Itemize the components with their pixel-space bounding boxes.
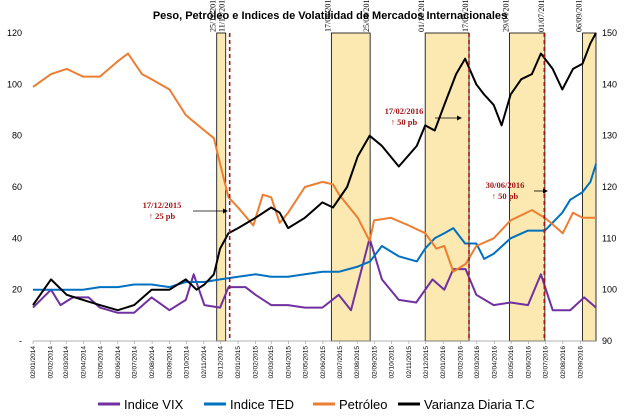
x-tick-label: 02/05/2015	[303, 346, 310, 379]
series-line-petr-leo	[32, 52, 596, 273]
x-tick-label: 02/10/2015	[388, 346, 395, 379]
y-right-tick-label: 90	[602, 336, 612, 346]
x-tick-label: 02/03/2015	[268, 346, 275, 379]
x-tick-label: 02/07/2016	[542, 346, 549, 379]
annotation-arrow-head	[223, 208, 228, 214]
x-tick-label: 02/11/2015	[406, 346, 413, 378]
y-left-tick-label: 60	[12, 182, 22, 192]
x-tick-label: 02/09/2016	[577, 346, 584, 379]
x-tick-label: 02/02/2015	[253, 346, 260, 379]
x-tick-label: 02/04/2015	[286, 346, 293, 379]
y-right-tick-label: 140	[602, 79, 617, 89]
legend-label: Indice VIX	[124, 397, 184, 412]
series-line-indice-vix	[32, 237, 597, 314]
x-tick-label: 02/05/2014	[97, 346, 104, 379]
period-date-label: 11/12/2014	[218, 0, 227, 32]
x-tick-label: 02/10/2014	[183, 346, 190, 379]
x-tick-label: 02/06/2016	[526, 346, 533, 379]
y-left-tick-label: 80	[12, 131, 22, 141]
legend-label: Petróleo	[339, 397, 387, 412]
annotation-change: ↑ 50 pb	[391, 117, 418, 127]
x-tick-label: 02/04/2016	[491, 346, 498, 379]
y-left-tick-label: 40	[12, 233, 22, 243]
shaded-period-2	[330, 32, 371, 342]
annotation-date: 17/02/2016	[385, 106, 424, 116]
legend-label: Varianza Diaria T.C	[424, 397, 535, 412]
y-left-tick-label: 100	[7, 79, 22, 89]
y-right-tick-label: 110	[602, 233, 616, 243]
series-line-varianza-diaria-t-c	[32, 32, 597, 312]
annotation-arrow-head	[543, 188, 548, 194]
annotation-change: ↑ 50 pb	[492, 191, 519, 201]
period-date-label: 01/07/2016	[537, 0, 546, 32]
x-tick-label: 02/01/2015	[235, 346, 242, 379]
y-right-tick-label: 150	[602, 28, 617, 38]
series-lines	[32, 32, 597, 314]
y-left-tick-label: 120	[7, 28, 22, 38]
annotation-change: ↑ 25 pb	[149, 211, 176, 221]
y-left-tick-label: -	[19, 336, 22, 346]
chart-title: Peso, Petróleo e Indices de Volatilidad …	[153, 10, 507, 22]
period-date-label: 25/08/2015	[362, 0, 371, 32]
x-tick-label: 02/11/2014	[201, 346, 208, 378]
axes: - 20 40 60 80 100 120 90 100 110 120 130 140 150 02/01…	[7, 28, 617, 379]
x-tick-label: 02/01/2014	[30, 346, 37, 379]
x-tick-label: 02/07/2015	[337, 346, 344, 379]
x-tick-label: 02/08/2014	[149, 346, 156, 379]
x-tick-label: 02/08/2015	[354, 346, 361, 379]
annotation-date: 17/12/2015	[143, 200, 182, 210]
x-tick-label: 02/02/2016	[458, 346, 465, 379]
legend: Indice VIX Indice TED Petróleo Varianza Dia…	[98, 397, 535, 412]
series-line-indice-ted	[33, 163, 597, 291]
x-tick-label: 02/12/2014	[218, 346, 225, 379]
x-tick-label: 02/04/2014	[81, 346, 88, 379]
period-date-label: 17/02/2016	[461, 0, 470, 32]
legend-label: Indice TED	[230, 397, 294, 412]
x-tick-label: 02/05/2016	[508, 346, 515, 379]
event-lines	[228, 33, 546, 341]
x-tick-label: 02/09/2015	[372, 346, 379, 379]
x-tick-label: 02/06/2015	[320, 346, 327, 379]
annotation-date: 30/06/2016	[486, 180, 525, 190]
y-right-tick-label: 100	[602, 285, 617, 295]
period-labels: 25/11/2014 11/12/2014 17/06/2015 25/08/2015…	[209, 0, 584, 32]
x-tick-label: 02/08/2016	[560, 346, 567, 379]
x-tick-label: 02/01/2016	[440, 346, 447, 379]
period-date-label: 01/12/2015	[417, 0, 426, 32]
y-left-tick-label: 20	[12, 285, 22, 295]
period-date-label: 29/04/2016	[501, 0, 510, 32]
period-date-label: 06/09/2016	[575, 0, 584, 32]
x-tick-label: 02/03/2014	[63, 346, 70, 379]
x-tick-label: 02/06/2014	[115, 346, 122, 379]
period-date-label: 17/06/2015	[323, 0, 332, 32]
period-date-label: 25/11/2014	[209, 0, 218, 32]
x-tick-label: 02/02/2014	[47, 346, 54, 379]
y-right-tick-label: 130	[602, 131, 617, 141]
x-tick-label: 02/03/2016	[474, 346, 481, 379]
x-tick-label: 02/07/2014	[132, 346, 139, 379]
y-right-tick-label: 120	[602, 182, 617, 192]
shaded-periods	[216, 32, 597, 342]
annotation-arrow-head	[457, 115, 462, 121]
shaded-period-3	[424, 32, 470, 342]
shaded-period-5	[582, 32, 597, 342]
x-tick-label: 02/09/2014	[167, 346, 174, 379]
x-tick-label: 02/12/2015	[423, 346, 430, 379]
